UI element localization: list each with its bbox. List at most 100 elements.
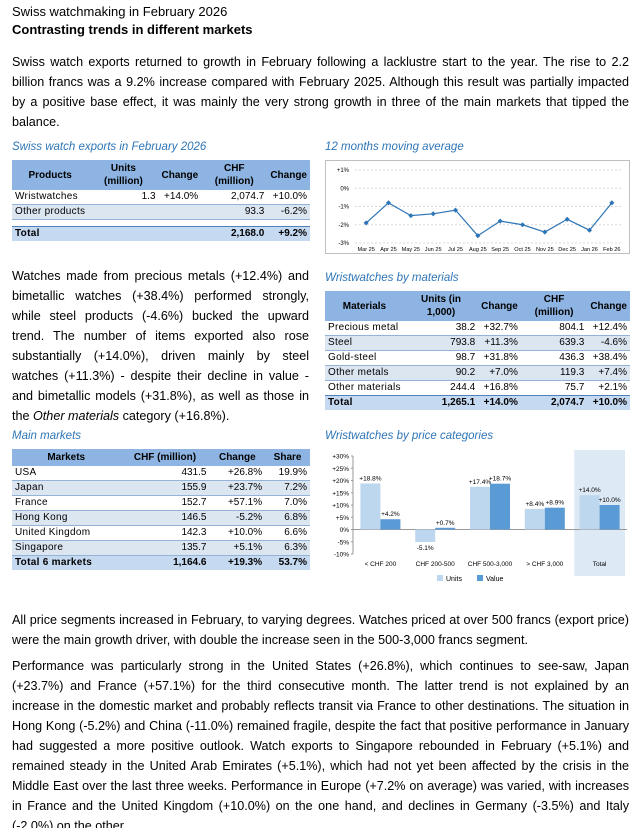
value-label: +0.7% (436, 520, 455, 527)
header-row: Materials Units (in 1,000) Change CHF (mill… (325, 291, 630, 321)
table-row: Other metals 90.2 +7.0% 119.3 +7.4% (325, 365, 630, 381)
bar (470, 486, 490, 530)
x-tick-label: < CHF 200 (365, 561, 397, 568)
table-row: Other materials 244.4 +16.8% 75.7 +2.1% (325, 381, 630, 396)
x-tick-label: CHF 200-500 (416, 561, 455, 568)
text: Other materials (33, 409, 120, 423)
spacer (12, 220, 310, 227)
x-tick-label: Mar 25 (357, 247, 374, 253)
value-label: +8.9% (545, 500, 564, 507)
column-header: Markets (12, 449, 121, 466)
legend-label: Value (486, 576, 503, 583)
cell: +5.1% (209, 540, 266, 556)
cell: +10.0% (272, 191, 307, 202)
value-label: +10.0% (598, 497, 620, 504)
cell: 804.1 (559, 322, 585, 333)
y-tick-label: +25% (332, 466, 349, 473)
cell: Total (325, 395, 404, 410)
line-chart: +1% 0% -1% -2% -3% Mar 25 Apr 25 May 25 Jun 25 Ju… (325, 160, 630, 254)
x-tick-label: Dec 25 (558, 247, 576, 253)
y-tick-label: 0% (340, 186, 349, 192)
cell: 6.8% (265, 510, 310, 526)
cell: +10.0% (227, 527, 263, 538)
cell: Total 6 markets (12, 555, 121, 570)
cell (88, 204, 159, 220)
cell: 639.3 (520, 335, 588, 351)
bar (599, 505, 620, 530)
table-row: Other products 93.3 -6.2% (12, 204, 310, 220)
cell: 244.4 (450, 382, 476, 393)
cell: Other metals (325, 365, 404, 381)
bar (524, 508, 545, 530)
cell: +57.1% (227, 497, 263, 508)
section-title: Main markets (12, 430, 82, 442)
cell: 53.7% (265, 555, 310, 570)
table-row: Precious metal 38.2 +32.7% 804.1 +12.4% (325, 321, 630, 336)
column-header: Change (209, 449, 266, 466)
table-row: USA 431.5 +26.8% 19.9% (12, 466, 310, 481)
materials-paragraph: Watches made from precious metals (+12.4… (12, 266, 309, 426)
legend-swatch (437, 575, 443, 581)
cell: +16.8% (483, 382, 518, 393)
column-header: Change (158, 160, 202, 190)
x-tick-label: Feb 26 (603, 247, 620, 253)
y-tick-label: +10% (332, 503, 349, 510)
column-header: CHF (million) (120, 449, 210, 466)
cell: +26.8% (227, 467, 263, 478)
bar (435, 527, 456, 530)
cell: United Kingdom (15, 527, 91, 538)
cell: USA (15, 467, 37, 478)
cell: Other materials (328, 382, 401, 393)
section-title: 12 months moving average (325, 141, 464, 153)
text: category (+16.8%). (119, 409, 230, 423)
cell: +12.4% (592, 322, 627, 333)
y-tick-label: +1% (337, 168, 350, 174)
x-tick-label: Aug 25 (469, 247, 487, 253)
bar-chart: +30% +25% +20% +15% +10% +5% 0% -5% -10% < CHF 20… (332, 450, 627, 583)
cell: +7.4% (587, 365, 630, 381)
y-tick-label: -5% (337, 539, 349, 546)
paragraph: Performance was particularly strong in t… (12, 659, 629, 828)
table-row: Gold-steel 98.7 +31.8% 436.3 +38.4% (325, 351, 630, 366)
cell: 146.5 (120, 510, 210, 526)
cell: 119.3 (520, 365, 588, 381)
value-label: +8.4% (525, 501, 544, 508)
cell: +14.0% (478, 395, 521, 410)
cell: -4.6% (587, 335, 630, 351)
bar (579, 495, 600, 530)
section-title: Swiss watch exports in February 2026 (12, 141, 207, 153)
legend-swatch (477, 575, 483, 581)
cell: -5.2% (209, 510, 266, 526)
section-title: Wristwatches by materials (325, 272, 459, 284)
x-tick-label: Nov 25 (536, 247, 554, 253)
cell: 2,074.7 (230, 191, 265, 202)
cell: 1,164.6 (120, 555, 210, 570)
cell: 2,074.7 (520, 395, 588, 410)
total-row: Total 6 markets 1,164.6 +19.3% 53.7% (12, 555, 310, 570)
cell: 155.9 (120, 480, 210, 496)
cell: Other products (12, 204, 89, 220)
table-row: Steel 793.8 +11.3% 639.3 -4.6% (325, 335, 630, 351)
bar (490, 483, 510, 530)
y-tick-label: -10% (334, 552, 349, 559)
cell: Singapore (12, 540, 121, 556)
cell: 93.3 (201, 204, 268, 220)
bar (544, 507, 565, 530)
cell: 38.2 (455, 322, 476, 333)
cell: +19.3% (209, 555, 266, 570)
cell (88, 226, 159, 241)
cell: 19.9% (278, 467, 307, 478)
total-row: Total 1,265.1 +14.0% 2,074.7 +10.0% (325, 395, 630, 410)
cell: 90.2 (403, 365, 479, 381)
cell: 7.2% (265, 480, 310, 496)
table-row: Hong Kong 146.5 -5.2% 6.8% (12, 510, 310, 526)
value-label: -5.1% (417, 545, 434, 552)
column-header: Change (267, 160, 310, 190)
cell: 7.0% (284, 497, 307, 508)
marker (519, 222, 526, 228)
x-tick-label: May 25 (402, 247, 420, 253)
marker (542, 229, 548, 235)
y-tick-label: +15% (332, 490, 349, 497)
bar (415, 529, 436, 542)
